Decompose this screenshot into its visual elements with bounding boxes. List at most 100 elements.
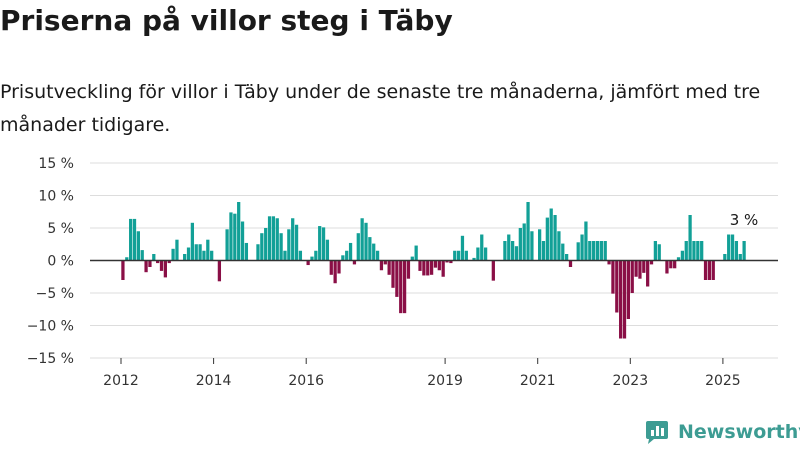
bar (707, 260, 712, 280)
bar (526, 202, 530, 261)
bar (256, 244, 260, 261)
bar (599, 241, 603, 261)
x-tick-label: 2014 (196, 373, 232, 389)
bar (692, 241, 696, 261)
bar (306, 260, 310, 266)
x-tick-label: 2019 (427, 373, 463, 389)
bar (294, 224, 299, 261)
bar (592, 241, 596, 261)
bar (665, 260, 669, 274)
y-tick-label: 5 % (47, 221, 74, 237)
bar (240, 221, 245, 261)
bar (626, 260, 630, 319)
bar (607, 260, 611, 265)
bar (325, 239, 330, 261)
bar (156, 260, 160, 264)
bar (727, 234, 731, 261)
bar (684, 241, 688, 261)
bar (545, 217, 549, 261)
bar (375, 250, 380, 261)
bar (244, 242, 249, 261)
bar (688, 215, 692, 261)
bar (148, 260, 152, 267)
bar (561, 243, 565, 261)
bar (129, 218, 133, 261)
bar (530, 231, 534, 261)
bar (514, 246, 519, 261)
bar (229, 212, 233, 261)
bar (125, 257, 129, 261)
bar (414, 245, 418, 261)
bar (576, 242, 580, 261)
bar (611, 260, 615, 294)
last-value-annotation: 3 % (730, 211, 759, 229)
bar (391, 260, 395, 288)
bar (630, 260, 634, 293)
bar (653, 241, 658, 261)
bar (464, 250, 468, 261)
bar (568, 260, 573, 267)
bar (194, 244, 198, 261)
x-tick-label: 2021 (520, 373, 556, 389)
bar (426, 260, 430, 276)
bar (183, 254, 187, 261)
bar (603, 241, 607, 261)
bar (696, 241, 700, 261)
bar (503, 241, 507, 261)
x-tick-label: 2012 (103, 373, 139, 389)
y-axis-ticks: 15 % 10 % 5 % 0 % −5 % −10 % −15 % (27, 156, 74, 367)
bar (507, 234, 511, 261)
bar (333, 260, 337, 284)
bar (260, 233, 264, 261)
bar (329, 260, 333, 275)
chart-subtitle: Prisutveckling för villor i Täby under d… (0, 81, 761, 136)
bar (356, 233, 360, 261)
bar (565, 254, 569, 261)
newsworthy-logo: Newsworthy (644, 419, 800, 445)
bar (700, 241, 704, 261)
bar (233, 213, 237, 261)
bar (198, 244, 202, 261)
chart-title: Priserna på villor steg i Täby (0, 4, 453, 37)
bar (368, 237, 372, 261)
bar (402, 260, 407, 314)
bar (541, 241, 546, 261)
bar (202, 250, 206, 261)
bar (352, 260, 357, 265)
bar (310, 256, 314, 261)
bar (237, 202, 241, 261)
x-tick-label: 2025 (705, 373, 741, 389)
bar (615, 260, 619, 313)
bar (275, 218, 279, 261)
bar (406, 260, 411, 279)
bar (287, 229, 291, 261)
bar (518, 228, 522, 261)
brand-name: Newsworthy (678, 421, 800, 443)
bar (298, 250, 303, 261)
bar (588, 241, 592, 261)
bar (264, 228, 268, 261)
bar (395, 260, 399, 297)
bar (638, 260, 642, 279)
bar (472, 257, 476, 261)
bar (271, 216, 276, 261)
bar (337, 260, 341, 274)
bar (152, 254, 156, 261)
bar (341, 255, 345, 261)
bar (742, 241, 746, 261)
bar (410, 256, 414, 261)
bars (121, 202, 746, 339)
bar (279, 233, 283, 261)
x-tick-label: 2023 (612, 373, 648, 389)
bar (730, 234, 735, 261)
bar (510, 241, 515, 261)
bar (206, 239, 210, 261)
bar (210, 250, 214, 261)
bar (522, 223, 526, 261)
bar (456, 250, 461, 261)
y-tick-label: 10 % (38, 189, 74, 205)
bar (190, 222, 195, 261)
bar (673, 260, 677, 269)
x-tick-label: 2016 (288, 373, 324, 389)
y-tick-label: 15 % (38, 156, 74, 172)
